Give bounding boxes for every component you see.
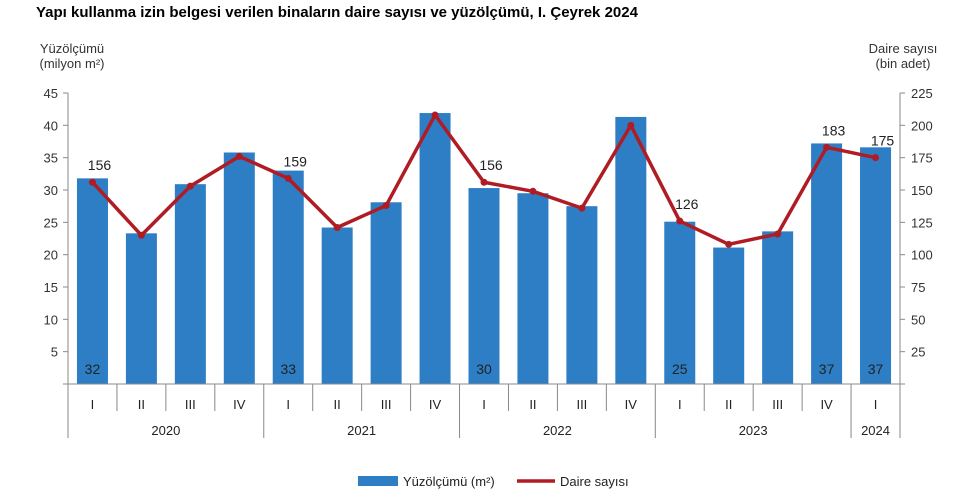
bar (713, 247, 745, 384)
right-tick-label: 125 (911, 215, 933, 230)
line-value-label: 156 (88, 157, 112, 173)
year-label: 2021 (347, 423, 376, 438)
year-label: 2020 (151, 423, 180, 438)
bar (125, 233, 157, 384)
line-point (872, 154, 880, 162)
category-label: II (334, 397, 341, 412)
category-label: I (91, 397, 95, 412)
right-tick-label: 100 (911, 248, 933, 263)
left-tick-label: 30 (44, 183, 58, 198)
left-tick-label: 15 (44, 280, 58, 295)
year-label: 2022 (543, 423, 572, 438)
year-label: 2023 (739, 423, 768, 438)
left-tick-label: 40 (44, 118, 58, 133)
line-point (480, 178, 488, 186)
category-label: III (185, 397, 196, 412)
left-tick-label: 20 (44, 248, 58, 263)
bar (419, 113, 451, 385)
line-point (676, 217, 684, 225)
right-tick-label: 150 (911, 183, 933, 198)
bar-value-label: 37 (819, 361, 835, 377)
left-tick-label: 10 (44, 312, 58, 327)
line-point (529, 187, 537, 195)
right-axis-title: Daire sayısı (869, 41, 938, 56)
bar (223, 152, 255, 384)
left-tick-label: 35 (44, 151, 58, 166)
bar (370, 202, 402, 384)
right-tick-label: 175 (911, 151, 933, 166)
line-value-label: 159 (284, 153, 308, 169)
bar (762, 231, 794, 384)
left-axis-title: Yüzölçümü (40, 41, 104, 56)
bar (517, 193, 549, 384)
left-axis-title: (milyon m²) (40, 56, 105, 71)
bar (272, 170, 304, 384)
category-label: III (772, 397, 783, 412)
left-tick-label: 5 (51, 345, 58, 360)
left-tick-label: 45 (44, 86, 58, 101)
category-label: II (725, 397, 732, 412)
category-label: I (286, 397, 290, 412)
bar-value-label: 32 (85, 361, 101, 377)
legend-label-bar: Yüzölçümü (m²) (403, 474, 495, 489)
line-point (284, 174, 292, 182)
line-value-label: 175 (871, 133, 895, 149)
line-point (578, 204, 586, 212)
line-point (186, 182, 194, 190)
category-label: I (874, 397, 878, 412)
line-point (627, 121, 635, 129)
category-label: IV (429, 397, 442, 412)
bar (76, 178, 108, 384)
category-label: III (576, 397, 587, 412)
line-point (431, 111, 439, 119)
bar (615, 116, 647, 384)
legend-swatch-bar (358, 476, 398, 486)
right-tick-label: 50 (911, 312, 925, 327)
line-point (774, 230, 782, 238)
bar (174, 184, 206, 384)
year-label: 2024 (861, 423, 890, 438)
line-point (88, 178, 96, 186)
bar-value-label: 33 (280, 361, 296, 377)
line-point (823, 143, 831, 151)
bar (468, 188, 500, 384)
right-tick-label: 25 (911, 345, 925, 360)
bar (664, 221, 696, 384)
line-point (382, 202, 390, 210)
category-label: III (381, 397, 392, 412)
line-point (725, 240, 733, 248)
category-label: IV (625, 397, 638, 412)
bar-value-label: 25 (672, 361, 688, 377)
category-label: I (678, 397, 682, 412)
bar (566, 206, 598, 384)
category-label: I (482, 397, 486, 412)
right-tick-label: 200 (911, 118, 933, 133)
right-tick-label: 225 (911, 86, 933, 101)
bar (811, 143, 843, 384)
line-point (333, 224, 341, 232)
line-value-label: 156 (479, 157, 503, 173)
line-value-label: 183 (822, 122, 846, 138)
chart-title: Yapı kullanma izin belgesi verilen binal… (36, 4, 638, 21)
category-label: IV (820, 397, 833, 412)
line-value-label: 126 (675, 196, 699, 212)
line-point (137, 231, 145, 239)
line-point (235, 152, 243, 160)
bar-value-label: 37 (868, 361, 884, 377)
category-label: II (529, 397, 536, 412)
category-label: IV (233, 397, 246, 412)
bar-value-label: 30 (476, 361, 492, 377)
left-tick-label: 25 (44, 215, 58, 230)
category-label: II (138, 397, 145, 412)
right-tick-label: 75 (911, 280, 925, 295)
bar (860, 147, 892, 384)
right-axis-title: (bin adet) (876, 56, 931, 71)
bar (321, 227, 353, 384)
legend-label-line: Daire sayısı (560, 474, 629, 489)
